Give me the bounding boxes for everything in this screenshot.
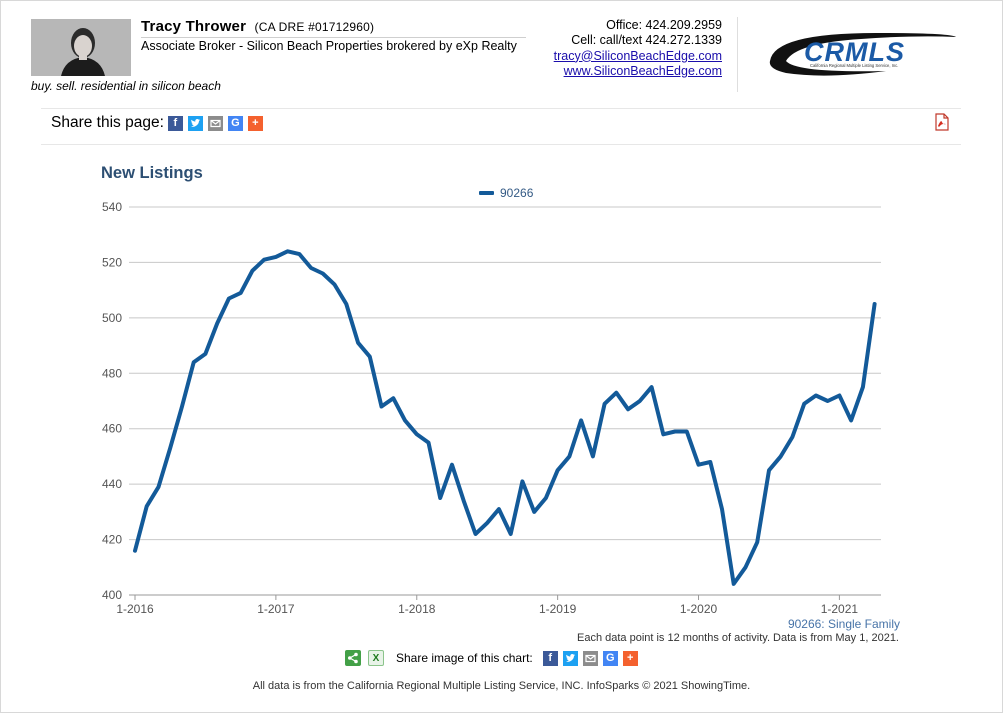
data-note: Each data point is 12 months of activity… bbox=[576, 632, 899, 644]
email-link[interactable]: tracy@SiliconBeachEdge.com bbox=[553, 48, 722, 63]
website-link[interactable]: www.SiliconBeachEdge.com bbox=[563, 63, 722, 78]
x-tick-label: 1-2018 bbox=[398, 602, 436, 616]
footer-credit: All data is from the California Regional… bbox=[252, 680, 751, 692]
email-icon[interactable] bbox=[582, 650, 598, 666]
x-tick-label: 1-2017 bbox=[257, 602, 295, 616]
image-share-label: Share image of this chart: bbox=[396, 651, 533, 665]
image-share-bar: X Share image of this chart: f G + bbox=[345, 649, 643, 667]
agent-name-text: Tracy Thrower bbox=[141, 18, 247, 35]
series-note: 90266: Single Family bbox=[787, 617, 900, 631]
pdf-icon[interactable] bbox=[934, 113, 950, 131]
crmls-logo-subtitle: California Regional Multiple Listing Ser… bbox=[810, 63, 898, 68]
legend-label: 90266 bbox=[500, 186, 534, 200]
email-icon[interactable] bbox=[207, 115, 223, 131]
agent-dre: (CA DRE #01712960) bbox=[254, 20, 375, 34]
crmls-logo: CRMLS California Regional Multiple Listi… bbox=[766, 27, 958, 79]
x-tick-label: 1-2020 bbox=[680, 602, 718, 616]
agent-name: Tracy Thrower (CA DRE #01712960) bbox=[141, 18, 374, 35]
chart-legend[interactable]: 90266 bbox=[479, 186, 533, 200]
name-divider bbox=[141, 37, 526, 38]
y-tick-label: 440 bbox=[102, 477, 122, 491]
y-tick-label: 480 bbox=[102, 366, 122, 380]
share-top-divider bbox=[41, 108, 961, 109]
plus-icon[interactable]: + bbox=[622, 650, 638, 666]
plus-icon[interactable]: + bbox=[247, 115, 263, 131]
agent-photo bbox=[31, 19, 131, 76]
facebook-icon[interactable]: f bbox=[542, 650, 558, 666]
y-tick-label: 500 bbox=[102, 311, 122, 325]
y-tick-label: 520 bbox=[102, 255, 122, 269]
google-icon[interactable]: G bbox=[602, 650, 618, 666]
y-tick-label: 420 bbox=[102, 533, 122, 547]
y-tick-label: 460 bbox=[102, 422, 122, 436]
facebook-icon[interactable]: f bbox=[167, 115, 183, 131]
share-label: Share this page: bbox=[51, 114, 164, 131]
y-tick-label: 400 bbox=[102, 588, 122, 602]
share-bar: Share this page: f G + bbox=[51, 114, 268, 132]
excel-icon[interactable]: X bbox=[368, 650, 384, 666]
y-tick-label: 540 bbox=[102, 200, 122, 214]
chart-title: New Listings bbox=[101, 164, 203, 182]
x-tick-label: 1-2021 bbox=[821, 602, 859, 616]
x-tick-label: 1-2019 bbox=[539, 602, 577, 616]
share-chart-icon[interactable] bbox=[345, 650, 361, 666]
office-phone: Office: 424.209.2959 bbox=[606, 18, 722, 32]
header-divider bbox=[737, 17, 738, 92]
series-line-90266 bbox=[133, 249, 877, 586]
x-tick-label: 1-2016 bbox=[116, 602, 154, 616]
twitter-icon[interactable] bbox=[187, 115, 203, 131]
google-icon[interactable]: G bbox=[227, 115, 243, 131]
contact-block: Office: 424.209.2959 Cell: call/text 424… bbox=[554, 18, 722, 79]
agent-title: Associate Broker - Silicon Beach Propert… bbox=[141, 39, 517, 53]
crmls-logo-text: CRMLS bbox=[804, 37, 905, 67]
agent-tagline: buy. sell. residential in silicon beach bbox=[31, 79, 221, 93]
twitter-icon[interactable] bbox=[562, 650, 578, 666]
cell-phone: Cell: call/text 424.272.1339 bbox=[571, 33, 722, 48]
legend-swatch bbox=[479, 191, 494, 195]
share-bottom-divider bbox=[41, 144, 961, 145]
